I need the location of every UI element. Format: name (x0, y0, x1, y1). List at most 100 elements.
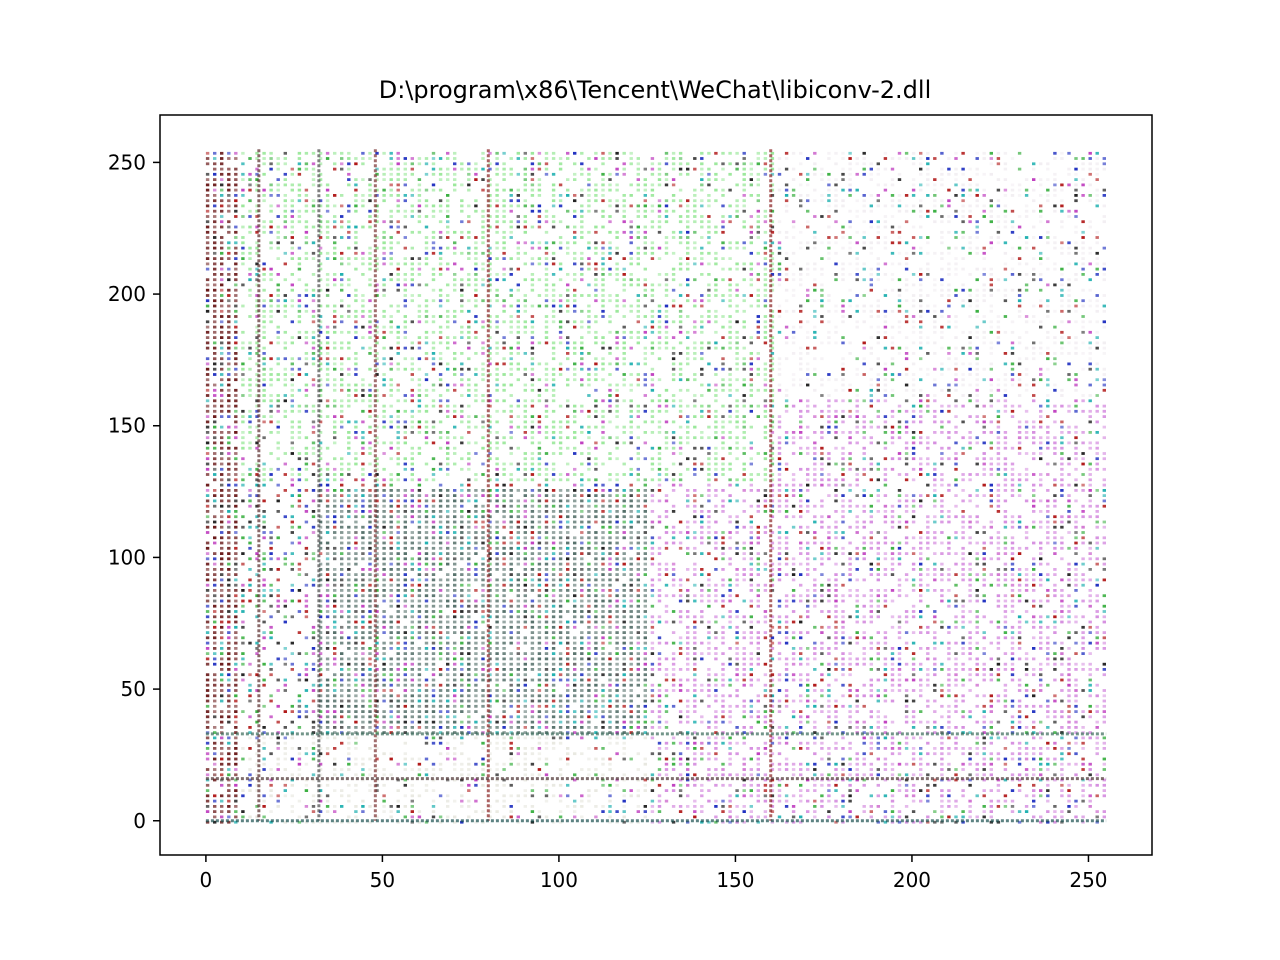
data-point (460, 394, 464, 397)
data-point (340, 251, 344, 255)
data-point (460, 736, 464, 740)
data-point (354, 620, 358, 624)
data-point (333, 499, 337, 503)
data-point (396, 647, 400, 650)
data-point (453, 315, 457, 318)
data-point (234, 431, 238, 434)
data-point (403, 304, 407, 308)
data-point (354, 510, 358, 513)
data-point (495, 215, 499, 218)
data-point (460, 552, 464, 555)
data-point (318, 615, 323, 619)
data-point (248, 504, 252, 508)
data-point (389, 383, 393, 387)
data-point (438, 251, 443, 255)
data-point (325, 662, 330, 666)
data-point (516, 541, 520, 545)
data-point (283, 736, 287, 740)
data-point (566, 273, 570, 276)
data-point (311, 557, 316, 561)
data-point (446, 236, 450, 239)
data-point (537, 278, 542, 282)
data-point (537, 631, 542, 634)
data-point (460, 594, 464, 598)
data-point (304, 710, 309, 713)
data-point (311, 499, 316, 503)
data-point (438, 404, 443, 408)
data-point (474, 657, 478, 661)
data-point (424, 262, 429, 266)
data-point (234, 678, 238, 682)
data-point (389, 246, 393, 250)
data-point (255, 178, 259, 181)
data-point (431, 367, 436, 371)
data-point (276, 157, 280, 160)
data-point (205, 657, 210, 661)
data-point (417, 425, 422, 429)
data-point (467, 546, 471, 550)
data-point (234, 810, 238, 813)
data-point (481, 726, 485, 729)
data-point (318, 467, 323, 471)
data-point (227, 383, 231, 387)
data-point (410, 647, 414, 650)
data-point (234, 778, 238, 782)
data-point (227, 752, 231, 756)
data-point (318, 315, 323, 318)
data-point (213, 230, 217, 234)
data-point (234, 330, 238, 334)
data-point (361, 662, 365, 666)
data-point (566, 552, 570, 555)
data-point (495, 167, 499, 171)
data-point (573, 778, 577, 782)
data-point (417, 194, 422, 197)
data-point (396, 810, 400, 813)
data-point (481, 436, 485, 440)
data-point (438, 557, 443, 561)
data-point (566, 499, 570, 503)
data-point (530, 536, 535, 540)
data-point (304, 188, 309, 192)
data-point (424, 162, 429, 166)
data-point (311, 489, 316, 492)
data-point (580, 652, 584, 655)
data-point (438, 536, 443, 540)
data-point (410, 504, 414, 508)
data-point (544, 467, 549, 471)
data-point (424, 225, 429, 229)
data-point (382, 631, 386, 634)
data-point (234, 747, 238, 750)
data-point (340, 668, 344, 671)
data-point (431, 209, 436, 213)
data-point (205, 810, 210, 813)
data-point (551, 346, 556, 350)
data-point (283, 215, 287, 218)
data-point (213, 157, 217, 160)
data-point (580, 515, 584, 519)
data-point (234, 415, 238, 418)
data-point (431, 404, 436, 408)
data-point (417, 768, 422, 771)
data-point (431, 515, 436, 519)
data-point (354, 178, 358, 181)
data-point (566, 783, 570, 787)
data-point (325, 647, 330, 650)
data-point (389, 541, 393, 545)
data-point (283, 394, 287, 397)
data-point (558, 304, 563, 308)
data-point (424, 557, 429, 561)
data-point (530, 641, 535, 645)
data-point (269, 673, 273, 677)
data-point (453, 436, 457, 440)
data-point (205, 336, 210, 339)
data-point (205, 573, 210, 576)
data-point (410, 715, 414, 719)
data-point (410, 789, 414, 792)
data-point (460, 668, 464, 671)
data-point (424, 536, 429, 540)
data-point (283, 515, 287, 519)
data-point (205, 631, 210, 634)
data-point (333, 694, 337, 698)
data-point (375, 610, 379, 613)
data-point (340, 726, 344, 729)
